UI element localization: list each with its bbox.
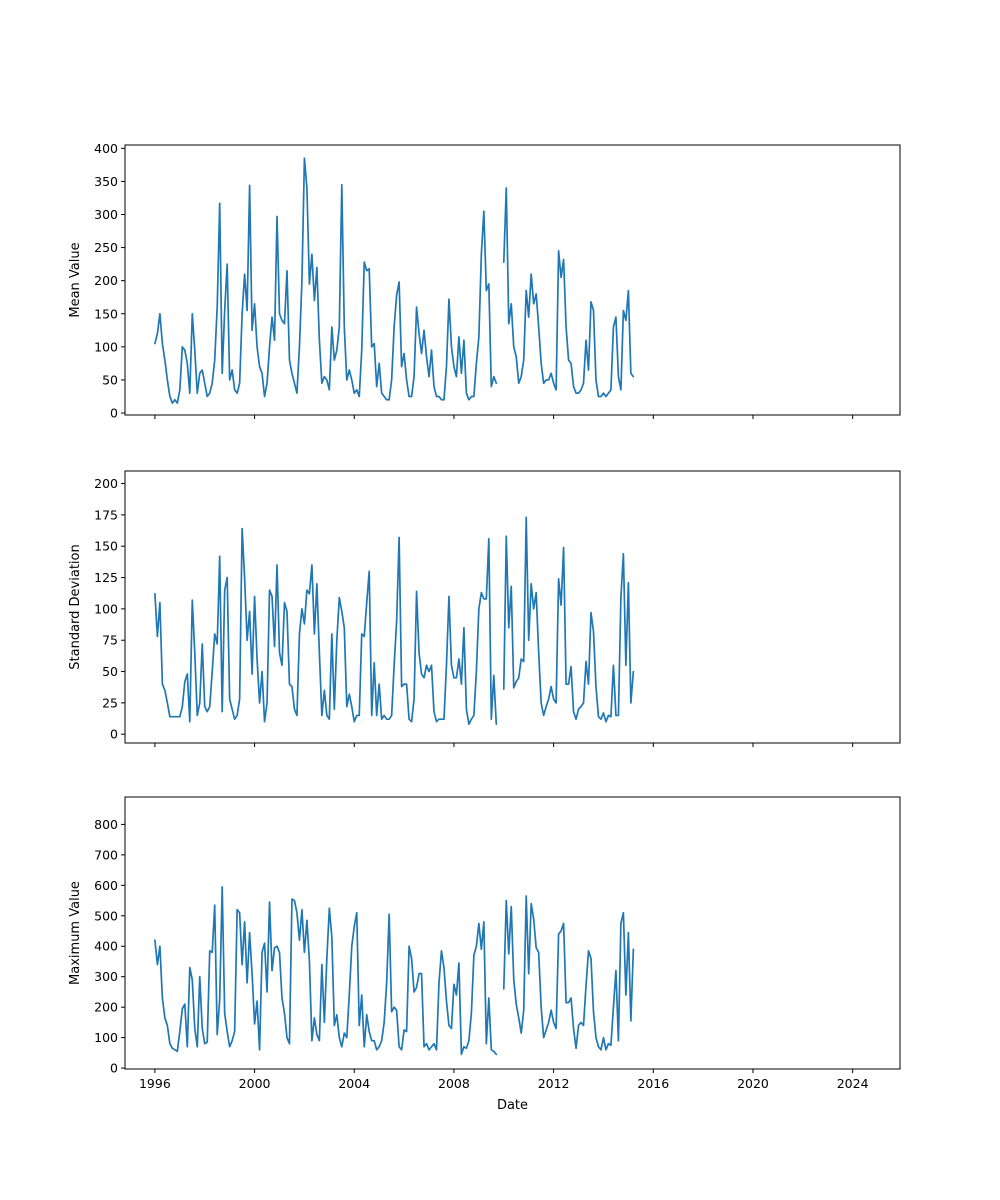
y-axis-label: Standard Deviation <box>68 544 83 669</box>
x-axis <box>154 743 854 747</box>
y-tick-label: 0 <box>110 406 118 421</box>
y-tick-label: 25 <box>102 695 118 710</box>
plot-frame <box>124 144 901 416</box>
series-line-segment <box>154 527 498 726</box>
y-tick-label: 600 <box>94 878 118 893</box>
subplot-standard-deviation: 0 25 50 75 100 125 150 175 200 Standard Deviatio… <box>68 470 901 747</box>
y-tick-label: 700 <box>94 847 118 862</box>
y-tick-label: 100 <box>94 339 118 354</box>
y-tick-label: 0 <box>110 727 118 742</box>
subplot-maximum-value: 0 100 200 300 400 500 600 700 800 1996 2000 2004 20… <box>68 796 901 1113</box>
series-line-segment <box>502 895 635 1051</box>
y-tick-label: 300 <box>94 207 118 222</box>
y-tick-label: 150 <box>94 306 118 321</box>
x-tick-label: 2024 <box>837 1076 869 1091</box>
y-tick-label: 50 <box>102 664 118 679</box>
y-tick-label: 50 <box>102 372 118 387</box>
y-axis: 0 25 50 75 100 125 150 175 200 <box>94 476 125 742</box>
y-tick-label: 100 <box>94 601 118 616</box>
y-tick-label: 300 <box>94 969 118 984</box>
y-axis: 0 50 100 150 200 250 300 350 400 <box>94 141 125 421</box>
x-tick-label: 2020 <box>737 1076 769 1091</box>
y-tick-label: 200 <box>94 273 118 288</box>
x-axis: 1996 2000 2004 2008 2012 2016 2020 2024 <box>139 1069 869 1091</box>
y-tick-label: 150 <box>94 539 118 554</box>
plot-frame <box>124 470 901 744</box>
x-tick-label: 2008 <box>438 1076 470 1091</box>
y-tick-label: 400 <box>94 141 118 156</box>
plot-frame <box>124 796 901 1070</box>
y-tick-label: 125 <box>94 570 118 585</box>
y-tick-label: 800 <box>94 817 118 832</box>
y-axis: 0 100 200 300 400 500 600 700 800 <box>94 817 125 1076</box>
x-tick-label: 2004 <box>338 1076 370 1091</box>
x-axis-label: Date <box>497 1098 528 1113</box>
series-lines <box>154 157 635 404</box>
x-tick-label: 2000 <box>239 1076 271 1091</box>
x-tick-label: 2016 <box>637 1076 669 1091</box>
y-tick-label: 250 <box>94 240 118 255</box>
y-tick-label: 200 <box>94 1000 118 1015</box>
x-axis <box>154 415 854 419</box>
subplot-mean-value: 0 50 100 150 200 250 300 350 400 Mean Value <box>68 141 901 421</box>
y-tick-label: 75 <box>102 633 118 648</box>
y-axis-label: Maximum Value <box>68 881 83 985</box>
y-tick-label: 175 <box>94 507 118 522</box>
y-tick-label: 200 <box>94 476 118 491</box>
series-line-segment <box>502 516 635 723</box>
y-tick-label: 500 <box>94 908 118 923</box>
y-axis-label: Mean Value <box>68 242 83 317</box>
series-line-segment <box>154 886 498 1056</box>
y-tick-label: 350 <box>94 174 118 189</box>
y-tick-label: 400 <box>94 939 118 954</box>
y-tick-label: 100 <box>94 1030 118 1045</box>
series-lines <box>154 886 635 1056</box>
series-line-segment <box>154 157 498 404</box>
series-line-segment <box>502 187 635 398</box>
series-lines <box>154 516 635 726</box>
x-tick-label: 2012 <box>538 1076 570 1091</box>
x-tick-label: 1996 <box>139 1076 171 1091</box>
y-tick-label: 0 <box>110 1061 118 1076</box>
